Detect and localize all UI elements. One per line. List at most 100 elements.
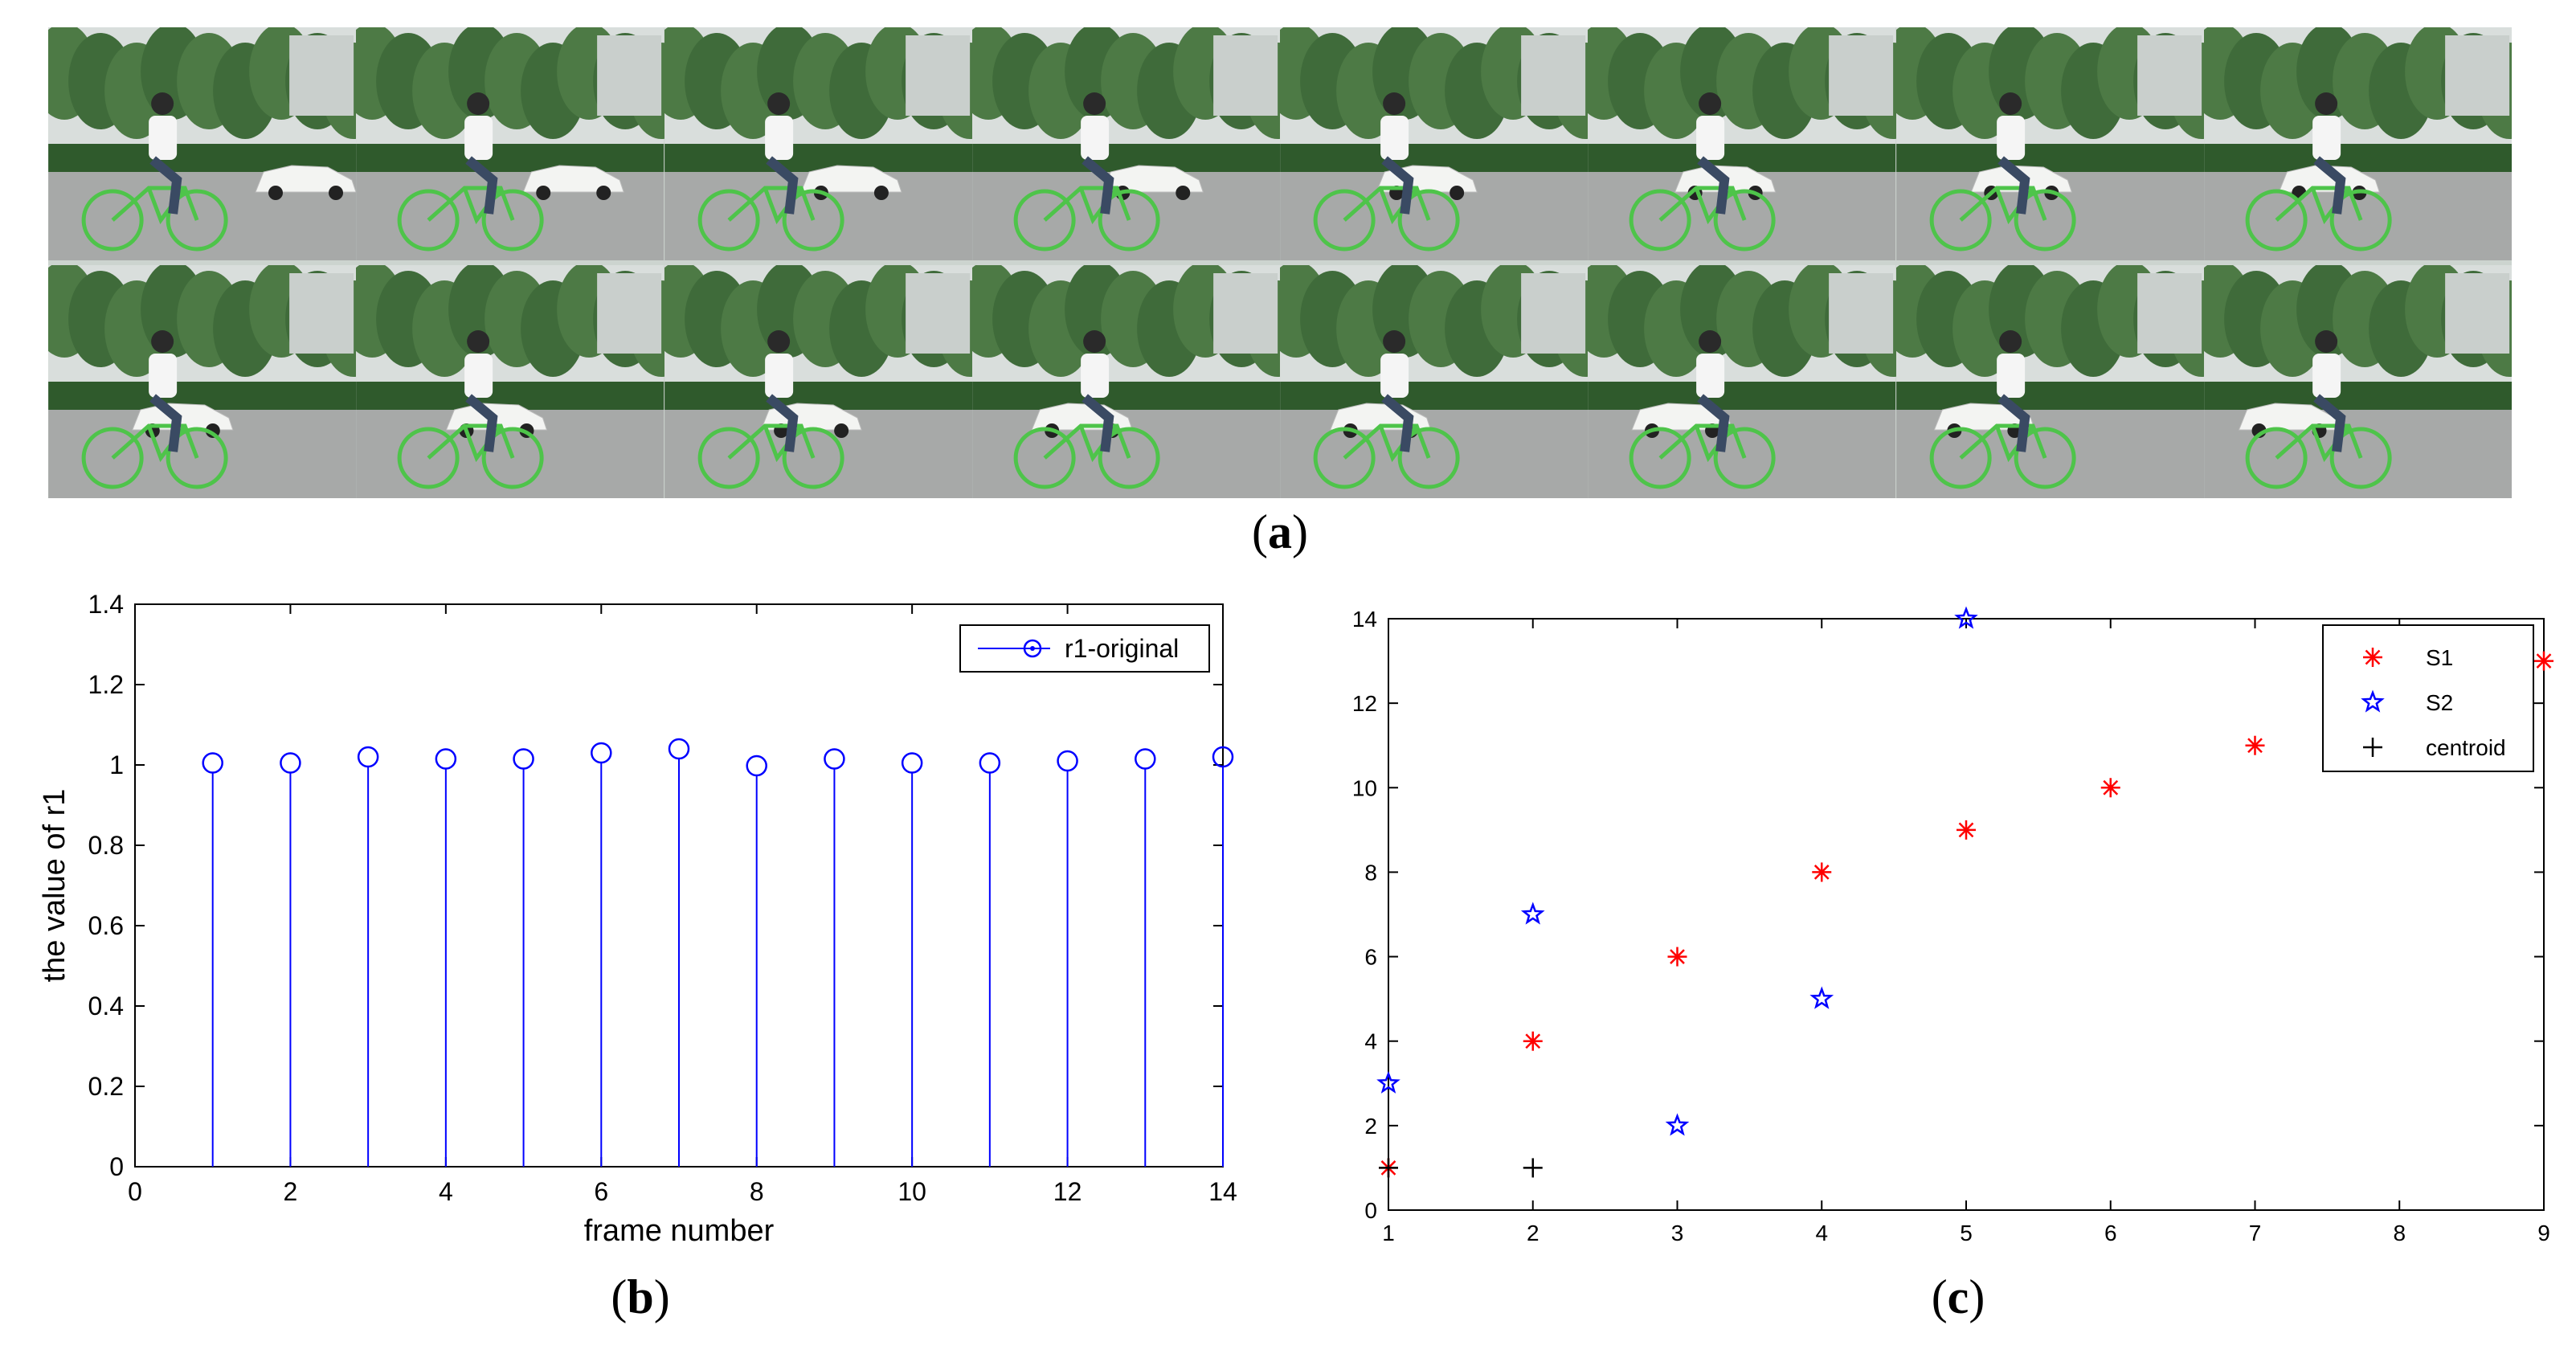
rider <box>1996 116 2025 160</box>
scatter-point-s1 <box>2245 735 2265 755</box>
scatter-point-s2 <box>1520 902 1545 925</box>
y-tick-label: 10 <box>1352 775 1377 800</box>
bike-wheel <box>481 427 544 489</box>
video-frame <box>971 27 1280 260</box>
video-frame <box>356 265 664 498</box>
x-tick-label: 0 <box>128 1177 142 1206</box>
scatter-point-s2 <box>1809 986 1834 1009</box>
legend-label: centroid <box>2426 735 2506 760</box>
bike-wheel <box>2329 189 2392 252</box>
y-tick-label: 1.4 <box>88 590 124 619</box>
legend-label: S1 <box>2426 645 2453 670</box>
x-tick-label: 4 <box>439 1177 453 1206</box>
bike-wheel <box>1313 427 1376 489</box>
stem-marker <box>435 748 457 770</box>
video-frame <box>356 27 664 260</box>
x-tick-label: 6 <box>2104 1221 2117 1245</box>
stem-marker <box>979 752 1001 774</box>
scatter-point-s1 <box>2534 651 2554 671</box>
x-tick-label: 2 <box>284 1177 298 1206</box>
car <box>522 165 625 193</box>
video-frame <box>1280 265 1589 498</box>
x-tick-label: 4 <box>1815 1221 1828 1245</box>
caption-c: (c) <box>1931 1270 1985 1323</box>
x-tick-label: 8 <box>2393 1221 2406 1245</box>
rider <box>764 354 793 398</box>
y-tick-label: 0.4 <box>88 992 124 1020</box>
video-frame <box>971 265 1280 498</box>
rider <box>2312 354 2341 398</box>
scatter-point-s1 <box>1523 1031 1543 1051</box>
bike-wheel <box>397 189 460 252</box>
rider <box>149 116 178 160</box>
x-tick-label: 2 <box>1527 1221 1539 1245</box>
scatter-point-s1 <box>1812 862 1832 882</box>
video-frame <box>48 27 357 260</box>
rider <box>1996 354 2025 398</box>
caption-a: (a) <box>1252 505 1308 558</box>
legend-box <box>2322 624 2534 772</box>
video-frame <box>1895 27 2204 260</box>
scatter-point-s2 <box>1954 606 1978 629</box>
y-tick-label: 1 <box>109 750 124 779</box>
bike-wheel <box>2014 427 2076 489</box>
video-frame <box>1280 27 1589 260</box>
stem-marker <box>280 752 301 774</box>
y-tick-label: 0.6 <box>88 911 124 940</box>
y-tick-label: 14 <box>1352 607 1377 632</box>
bike-wheel <box>1013 189 1076 252</box>
bike-wheel <box>1713 189 1776 252</box>
x-tick-label: 1 <box>1382 1221 1395 1245</box>
y-tick-label: 8 <box>1364 860 1377 885</box>
stem-marker <box>1057 750 1078 772</box>
bike-wheel <box>166 427 228 489</box>
x-tick-label: 10 <box>898 1177 926 1206</box>
rider <box>764 116 793 160</box>
bike-wheel <box>697 189 760 252</box>
bike-wheel <box>1397 427 1460 489</box>
bike-wheel <box>782 189 844 252</box>
y-tick-label: 0.8 <box>88 831 124 860</box>
bike-wheel <box>481 189 544 252</box>
video-frame <box>664 27 972 260</box>
stem-marker <box>513 748 534 770</box>
x-tick-label: 14 <box>1208 1177 1237 1206</box>
bike-wheel <box>1098 427 1160 489</box>
bike-wheel <box>1098 189 1160 252</box>
rider <box>1080 116 1109 160</box>
video-frame <box>1588 27 1896 260</box>
video-frame <box>48 265 357 498</box>
bike-wheel <box>2014 189 2076 252</box>
stem-chart-b: 0 2 4 6 8 10 12 14 0 0.2 0.4 0.6 0.8 1 1.2 1.4 frame num… <box>38 590 1237 1248</box>
rider <box>1080 354 1109 398</box>
x-tick-label: 5 <box>1960 1221 1973 1245</box>
bike-wheel <box>1629 427 1691 489</box>
scatter-point-s2 <box>1665 1113 1690 1136</box>
bike-wheel <box>2329 427 2392 489</box>
bike-wheel <box>2245 427 2308 489</box>
legend-marker <box>2363 738 2382 757</box>
stem-marker <box>746 755 767 777</box>
stem-marker <box>1135 748 1156 770</box>
stem-marker <box>668 738 690 760</box>
scatter-point-s2 <box>1376 1070 1400 1094</box>
bike-wheel <box>1929 189 1992 252</box>
legend-marker <box>1023 639 1042 658</box>
y-tick-label: 0 <box>109 1152 124 1181</box>
bike-wheel <box>81 427 144 489</box>
rider <box>1380 354 1409 398</box>
bike-wheel <box>1397 189 1460 252</box>
stem-marker <box>901 752 923 774</box>
y-tick-label: 1.2 <box>88 670 124 699</box>
x-tick-label: 8 <box>750 1177 764 1206</box>
bike-wheel <box>1713 427 1776 489</box>
legend-label: r1-original <box>1065 634 1179 663</box>
bike-wheel <box>1629 189 1691 252</box>
scatter-point-centroid <box>1379 1158 1398 1178</box>
rider <box>464 354 493 398</box>
rider <box>2312 116 2341 160</box>
stem-marker <box>357 746 379 768</box>
video-frame <box>1895 265 2204 498</box>
x-axis-label: frame number <box>584 1214 775 1248</box>
scatter-point-s1 <box>1667 947 1687 967</box>
